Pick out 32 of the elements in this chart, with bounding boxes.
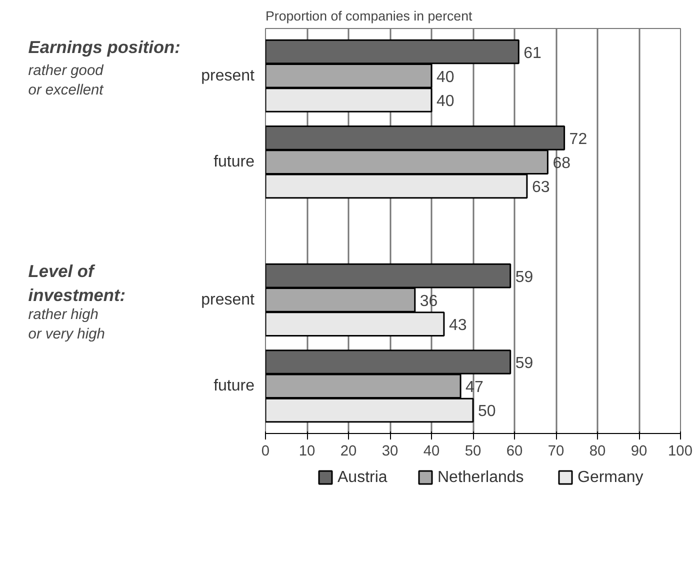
data-label: 43 — [448, 317, 467, 334]
y-tick-label: present — [201, 291, 256, 308]
legend-label: Netherlands — [438, 469, 524, 486]
x-tick-label: 50 — [464, 444, 482, 460]
data-label: 61 — [524, 44, 542, 62]
data-label: 50 — [478, 403, 496, 420]
y-tick-label: future — [214, 378, 255, 395]
text: Earnings position: — [28, 37, 180, 58]
y-tick-label: present — [201, 67, 256, 84]
text: rather good or excellent — [28, 63, 104, 98]
legend-label: Austria — [338, 469, 388, 486]
data-label: 72 — [569, 130, 588, 148]
data-label: 40 — [436, 68, 454, 86]
data-label: 59 — [515, 354, 534, 372]
x-tick-label: 10 — [298, 444, 316, 460]
x-tick-label: 60 — [506, 444, 523, 460]
x-tick-label: 30 — [382, 444, 398, 460]
x-tick-label: 80 — [589, 444, 606, 460]
data-label: 63 — [532, 179, 550, 196]
x-tick-label: 90 — [630, 444, 648, 460]
x-tick-label: 40 — [423, 444, 440, 460]
x-tick-label: 100 — [668, 444, 693, 460]
legend-label: Germany — [578, 469, 644, 486]
data-label: 59 — [515, 268, 534, 286]
x-tick-label: 0 — [261, 444, 270, 460]
text: Level of investment: — [28, 261, 126, 306]
x-axis-title: Proportion of companies in percent — [266, 8, 472, 24]
y-tick-label: future — [214, 154, 255, 171]
data-label: 40 — [436, 93, 454, 110]
x-tick-label: 70 — [548, 444, 564, 460]
x-tick-label: 20 — [340, 444, 357, 460]
text: rather high or very high — [28, 307, 105, 342]
